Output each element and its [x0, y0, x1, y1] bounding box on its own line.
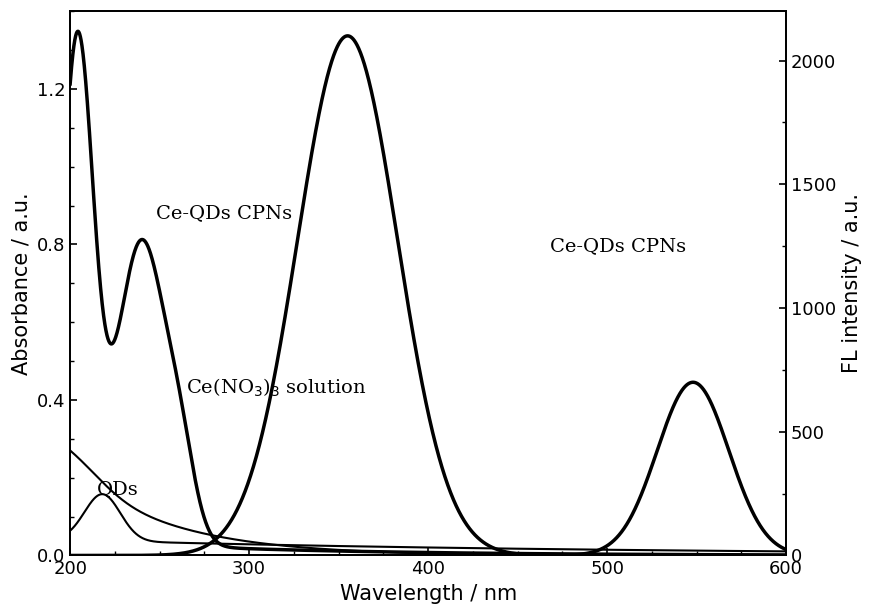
- Text: Ce(NO$_3$)$_3$ solution: Ce(NO$_3$)$_3$ solution: [187, 377, 367, 399]
- Text: Ce-QDs CPNs: Ce-QDs CPNs: [550, 237, 686, 255]
- X-axis label: Wavelength / nm: Wavelength / nm: [340, 584, 517, 604]
- Text: QDs: QDs: [97, 480, 139, 498]
- Y-axis label: FL intensity / a.u.: FL intensity / a.u.: [842, 193, 862, 373]
- Text: Ce-QDs CPNs: Ce-QDs CPNs: [156, 204, 292, 222]
- Y-axis label: Absorbance / a.u.: Absorbance / a.u.: [11, 192, 31, 375]
